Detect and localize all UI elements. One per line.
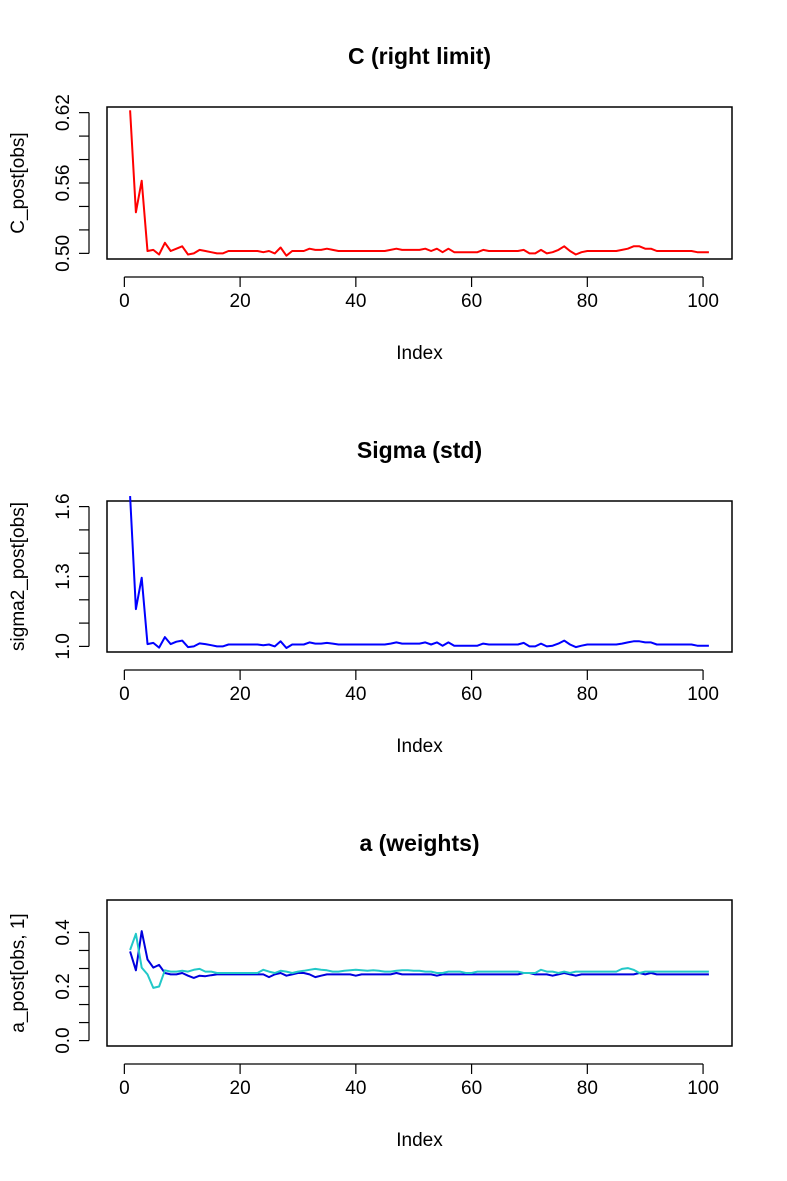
plot-frame [106,899,733,1047]
y-axis-label: sigma2_post[obs] [8,502,29,651]
x-axis-label: Index [396,1130,443,1151]
plot-frame [106,106,733,260]
x-tick-label: 80 [577,291,598,312]
series-line-1 [129,496,709,649]
plot-frame [106,500,733,653]
y-tick-label: 0.0 [53,1027,74,1053]
chart-title: C (right limit) [348,43,491,69]
x-tick-label: 0 [119,684,130,705]
chart-panel-1: C (right limit) 0 20 40 60 80 100 0.50 0.56 0.62 I… [8,43,733,364]
y-tick-label: 0.56 [53,165,74,202]
x-tick-label: 40 [345,1078,366,1099]
y-tick-label: 1.0 [53,633,74,659]
x-tick-label: 40 [345,684,366,705]
chart-panel-2: Sigma (std) 0 20 40 60 80 100 1.0 1.3 1.6 Index sig… [8,437,733,757]
x-tick-label: 0 [119,291,130,312]
x-tick-label: 60 [461,1078,482,1099]
x-tick-label: 0 [119,1078,130,1099]
y-tick-label: 0.50 [53,235,74,272]
series-line-2 [129,932,709,989]
x-axis-label: Index [396,736,443,757]
chart-panel-3: a (weights) 0 20 40 60 80 100 0.0 0.2 0.4 Index a_p… [8,830,733,1151]
x-axis-label: Index [396,343,443,364]
x-tick-label: 20 [230,1078,251,1099]
chart-title: Sigma (std) [357,437,482,463]
x-tick-label: 80 [577,684,598,705]
y-tick-label: 0.62 [53,94,74,131]
y-tick-label: 1.3 [53,563,74,589]
x-tick-label: 80 [577,1078,598,1099]
series-line-1 [129,110,709,257]
x-tick-label: 60 [461,291,482,312]
chart-title: a (weights) [359,830,479,856]
series-line-1 [129,930,709,979]
x-tick-label: 60 [461,684,482,705]
y-tick-label: 0.2 [53,973,74,999]
x-tick-label: 20 [230,291,251,312]
x-tick-label: 40 [345,291,366,312]
x-tick-label: 100 [687,291,719,312]
y-tick-label: 0.4 [53,919,74,946]
x-tick-label: 100 [687,1078,719,1099]
y-axis-label: C_post[obs] [8,132,29,233]
x-tick-label: 20 [230,684,251,705]
y-tick-label: 1.6 [53,493,74,519]
x-tick-label: 100 [687,684,719,705]
y-axis-label: a_post[obs, 1] [8,913,29,1032]
